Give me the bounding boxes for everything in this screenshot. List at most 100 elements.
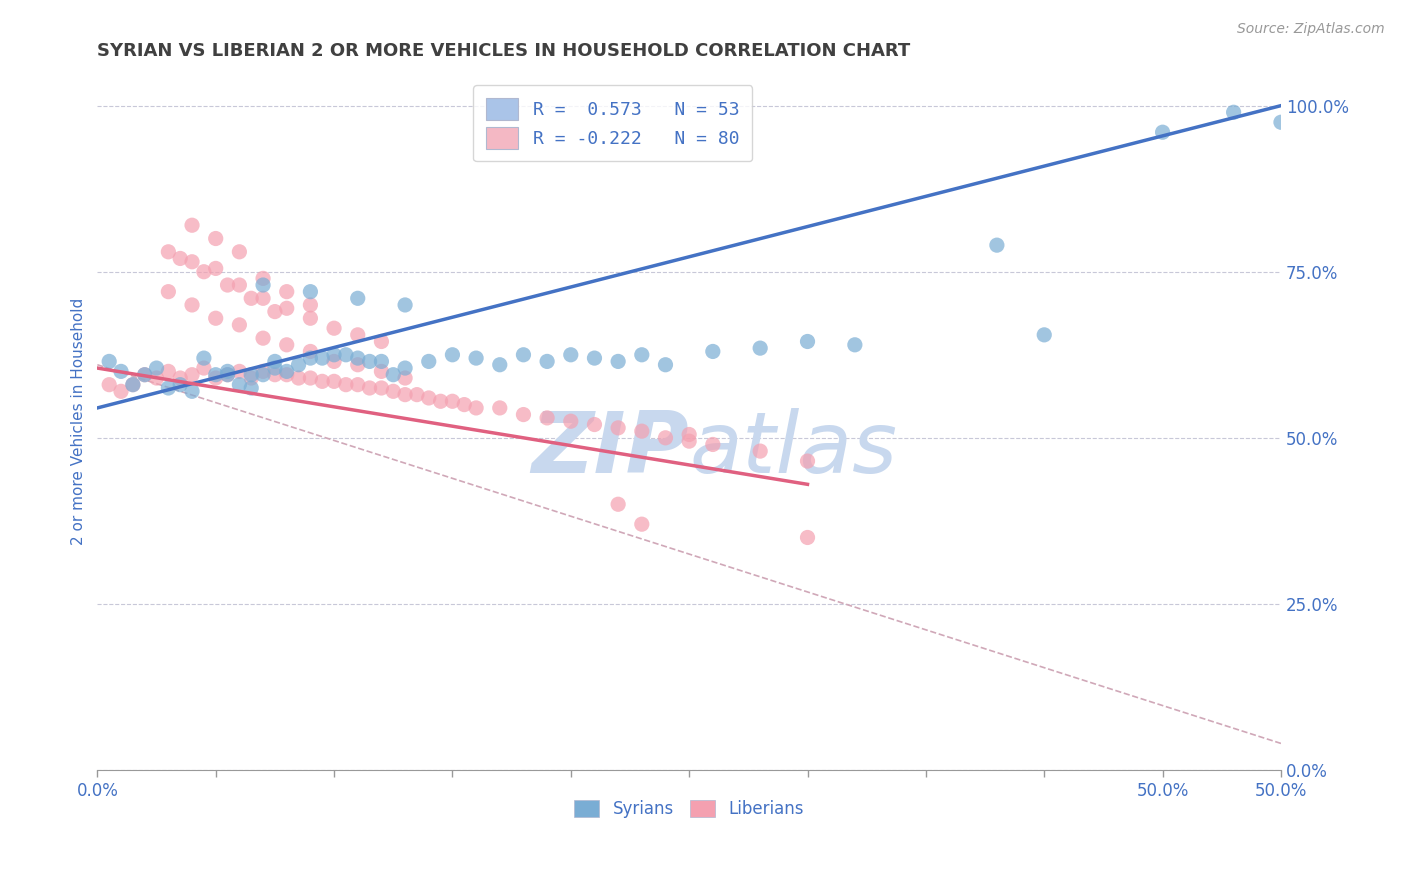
Point bbox=[536, 354, 558, 368]
Point bbox=[299, 351, 322, 365]
Legend: Syrians, Liberians: Syrians, Liberians bbox=[568, 793, 811, 824]
Point bbox=[264, 361, 287, 376]
Y-axis label: 2 or more Vehicles in Household: 2 or more Vehicles in Household bbox=[72, 298, 86, 545]
Point bbox=[986, 238, 1008, 252]
Point bbox=[134, 368, 156, 382]
Point bbox=[335, 377, 357, 392]
Point bbox=[145, 371, 167, 385]
Point bbox=[228, 278, 250, 293]
Point bbox=[394, 298, 416, 312]
Point bbox=[299, 298, 322, 312]
Point bbox=[465, 401, 488, 415]
Point bbox=[394, 387, 416, 401]
Point bbox=[323, 348, 346, 362]
Point bbox=[346, 358, 368, 372]
Point bbox=[252, 271, 274, 285]
Point bbox=[287, 358, 309, 372]
Point bbox=[630, 348, 652, 362]
Point bbox=[193, 351, 215, 365]
Point bbox=[276, 364, 298, 378]
Point bbox=[844, 338, 866, 352]
Point bbox=[654, 431, 676, 445]
Point bbox=[204, 311, 226, 326]
Point bbox=[217, 278, 239, 293]
Point bbox=[796, 531, 818, 545]
Point bbox=[323, 375, 346, 389]
Point bbox=[240, 381, 263, 395]
Point bbox=[193, 265, 215, 279]
Point bbox=[488, 358, 510, 372]
Point bbox=[678, 434, 700, 449]
Point bbox=[702, 344, 724, 359]
Point bbox=[382, 368, 405, 382]
Point bbox=[370, 364, 392, 378]
Point bbox=[228, 377, 250, 392]
Point bbox=[630, 424, 652, 438]
Point bbox=[228, 364, 250, 378]
Point bbox=[252, 331, 274, 345]
Point bbox=[465, 351, 488, 365]
Point bbox=[110, 364, 132, 378]
Point bbox=[264, 368, 287, 382]
Point bbox=[702, 437, 724, 451]
Point bbox=[169, 371, 191, 385]
Point bbox=[228, 244, 250, 259]
Point bbox=[583, 351, 606, 365]
Point bbox=[264, 304, 287, 318]
Point bbox=[204, 261, 226, 276]
Point bbox=[276, 368, 298, 382]
Point bbox=[252, 364, 274, 378]
Point bbox=[335, 348, 357, 362]
Point bbox=[678, 427, 700, 442]
Point bbox=[607, 421, 630, 435]
Point bbox=[560, 414, 582, 428]
Point bbox=[536, 410, 558, 425]
Point bbox=[110, 384, 132, 399]
Point bbox=[204, 371, 226, 385]
Point bbox=[359, 381, 381, 395]
Point bbox=[181, 368, 204, 382]
Point bbox=[311, 375, 333, 389]
Point bbox=[512, 408, 534, 422]
Point bbox=[252, 278, 274, 293]
Point bbox=[157, 285, 180, 299]
Point bbox=[418, 391, 440, 405]
Point bbox=[228, 318, 250, 332]
Point bbox=[406, 387, 429, 401]
Point bbox=[145, 361, 167, 376]
Point bbox=[441, 394, 464, 409]
Point bbox=[1152, 125, 1174, 139]
Point bbox=[157, 244, 180, 259]
Point bbox=[583, 417, 606, 432]
Point bbox=[157, 364, 180, 378]
Point bbox=[346, 291, 368, 305]
Point bbox=[181, 384, 204, 399]
Point bbox=[240, 371, 263, 385]
Point bbox=[311, 351, 333, 365]
Point bbox=[121, 377, 143, 392]
Point bbox=[181, 254, 204, 268]
Point bbox=[287, 371, 309, 385]
Point bbox=[276, 285, 298, 299]
Text: atlas: atlas bbox=[689, 408, 897, 491]
Point bbox=[346, 351, 368, 365]
Point bbox=[512, 348, 534, 362]
Point bbox=[749, 341, 772, 355]
Point bbox=[217, 368, 239, 382]
Text: Source: ZipAtlas.com: Source: ZipAtlas.com bbox=[1237, 22, 1385, 37]
Point bbox=[394, 371, 416, 385]
Point bbox=[276, 301, 298, 316]
Point bbox=[252, 368, 274, 382]
Point bbox=[217, 364, 239, 378]
Point bbox=[204, 368, 226, 382]
Point bbox=[323, 321, 346, 335]
Point bbox=[217, 368, 239, 382]
Point bbox=[299, 285, 322, 299]
Point bbox=[560, 348, 582, 362]
Point bbox=[323, 354, 346, 368]
Point bbox=[299, 344, 322, 359]
Point bbox=[299, 311, 322, 326]
Point bbox=[418, 354, 440, 368]
Point bbox=[134, 368, 156, 382]
Point bbox=[276, 338, 298, 352]
